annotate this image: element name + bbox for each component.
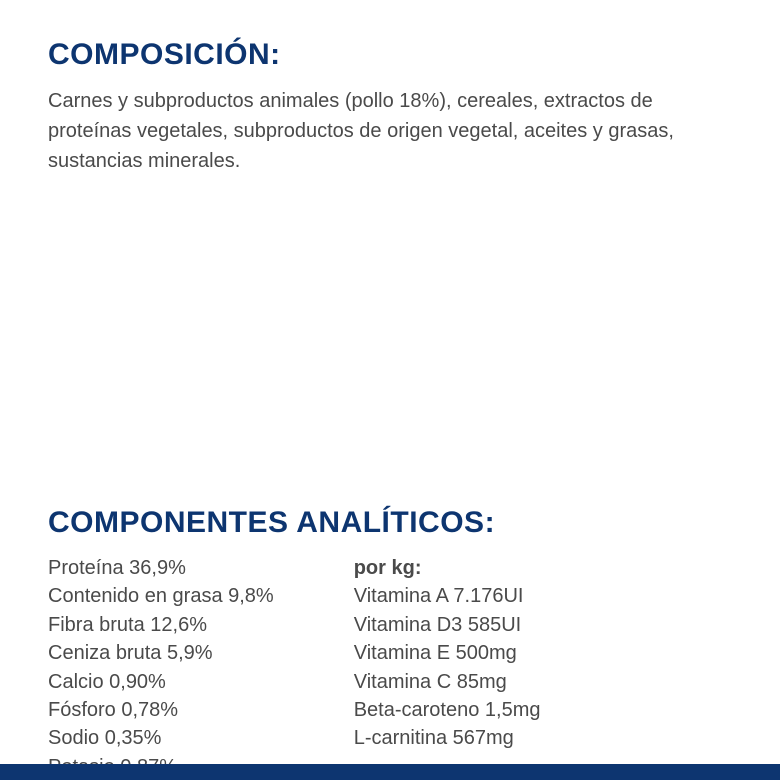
vitamina-item-3: Vitamina C 85mg: [354, 668, 559, 696]
analitico-item-2: Fibra bruta 12,6%: [48, 611, 274, 639]
vitamina-item-2: Vitamina E 500mg: [354, 639, 559, 667]
composicion-section: COMPOSICIÓN: Carnes y subproductos anima…: [48, 38, 732, 176]
vitamina-item-4: Beta-caroteno 1,5mg: [354, 696, 559, 724]
por-kg-label: por kg:: [354, 554, 559, 582]
vitamina-item-5: L-carnitina 567mg: [354, 724, 559, 752]
analitico-item-6: Sodio 0,35%: [48, 724, 274, 752]
nutrition-info-page: COMPOSICIÓN: Carnes y subproductos anima…: [0, 0, 780, 780]
composicion-body-text: Carnes y subproductos animales (pollo 18…: [48, 86, 728, 176]
analitico-item-1: Contenido en grasa 9,8%: [48, 582, 274, 610]
composicion-heading: COMPOSICIÓN:: [48, 38, 732, 72]
componentes-analiticos-section: COMPONENTES ANALÍTICOS: Proteína 36,9% C…: [48, 506, 732, 780]
analitico-item-0: Proteína 36,9%: [48, 554, 274, 582]
componentes-columns: Proteína 36,9% Contenido en grasa 9,8% F…: [48, 554, 732, 780]
analitico-item-4: Calcio 0,90%: [48, 668, 274, 696]
componentes-analiticos-heading: COMPONENTES ANALÍTICOS:: [48, 506, 732, 540]
componentes-left-column: Proteína 36,9% Contenido en grasa 9,8% F…: [48, 554, 274, 780]
componentes-right-column: por kg: Vitamina A 7.176UI Vitamina D3 5…: [354, 554, 559, 780]
analitico-item-5: Fósforo 0,78%: [48, 696, 274, 724]
analitico-item-3: Ceniza bruta 5,9%: [48, 639, 274, 667]
bottom-accent-bar: [0, 764, 780, 780]
vitamina-item-0: Vitamina A 7.176UI: [354, 582, 559, 610]
vitamina-item-1: Vitamina D3 585UI: [354, 611, 559, 639]
